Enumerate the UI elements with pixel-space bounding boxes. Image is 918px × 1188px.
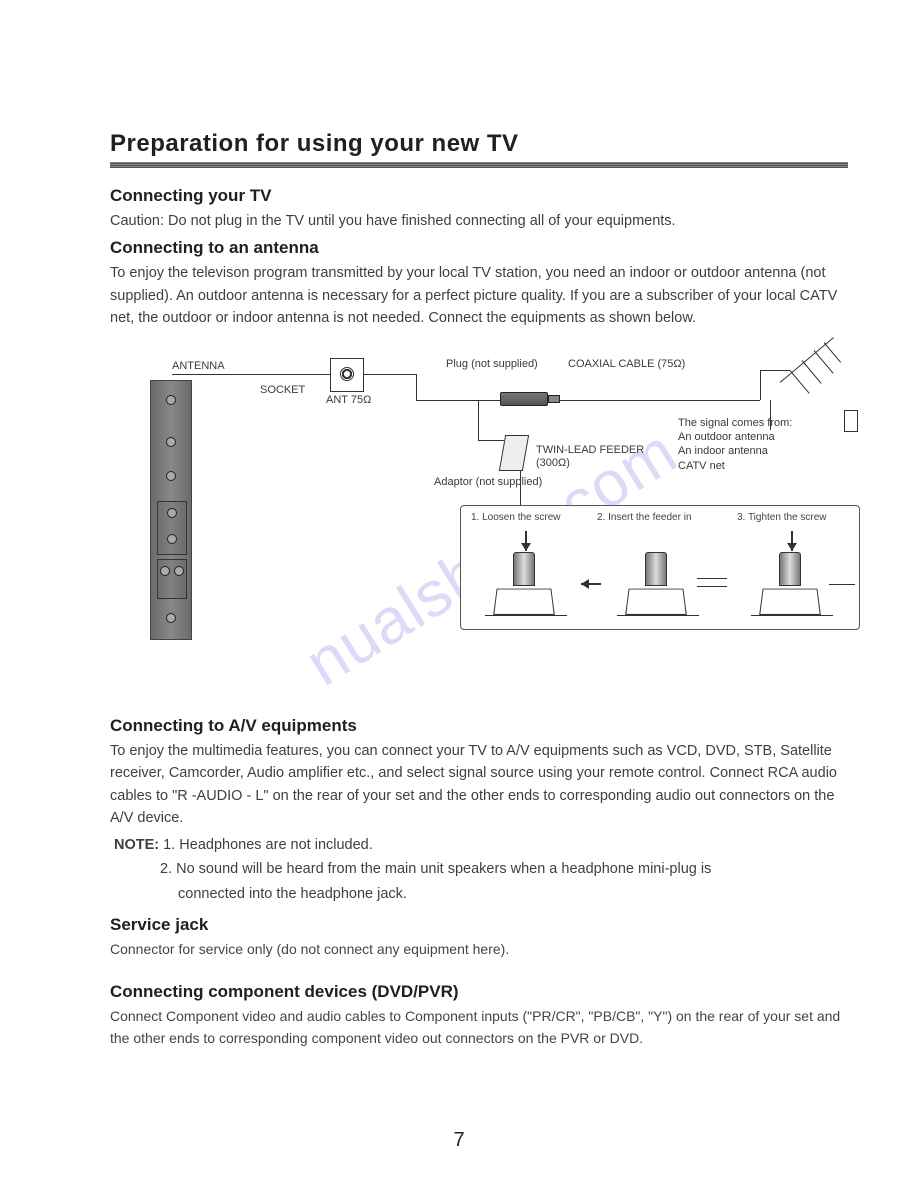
wire: [520, 471, 521, 505]
wire: [760, 370, 761, 400]
spacer: [110, 660, 848, 710]
wire: [478, 440, 504, 441]
connector-illustration: [751, 548, 833, 616]
label-twin-ohm: (300Ω): [536, 457, 646, 470]
label-signal-from: The signal comes from:: [678, 416, 792, 430]
arrow-down-icon: [786, 521, 798, 551]
feeder-wire: [697, 586, 727, 587]
wire: [478, 400, 479, 440]
note-item-1: 1. Headphones are not included.: [163, 837, 373, 853]
port-segment: [157, 501, 187, 555]
section-antenna-heading: Connecting to an antenna: [110, 238, 848, 258]
catv-house-icon: [844, 410, 858, 432]
label-step2: 2. Insert the feeder in: [597, 512, 692, 523]
note-item-2: 2. No sound will be heard from the main …: [160, 858, 848, 880]
section-service-body: Connector for service only (do not conne…: [110, 939, 848, 960]
port-segment: [157, 559, 187, 599]
heading-rule: [110, 162, 848, 168]
arrow-down-icon: [520, 521, 532, 551]
connector-base-icon: [759, 588, 821, 614]
port-icon: [166, 471, 176, 481]
plug-icon: [500, 392, 548, 406]
label-socket: SOCKET: [260, 384, 305, 397]
feeder-wire: [829, 584, 855, 585]
feeder-wire: [697, 578, 727, 579]
wire: [416, 400, 500, 401]
wire: [416, 374, 417, 400]
antenna-socket-icon: [330, 358, 364, 392]
section-av-body: To enjoy the multimedia features, you ca…: [110, 740, 848, 830]
port-icon: [160, 566, 170, 576]
signal-source-block: The signal comes from: An outdoor antenn…: [678, 416, 792, 473]
label-step3: 3. Tighten the screw: [737, 512, 827, 523]
tv-rear-panel: [150, 380, 192, 640]
wire: [172, 374, 330, 375]
label-step1: 1. Loosen the screw: [471, 512, 561, 523]
page-number: 7: [0, 1129, 918, 1152]
outdoor-antenna-icon: [780, 342, 860, 392]
port-icon: [174, 566, 184, 576]
port-icon: [167, 508, 177, 518]
label-twin-lead-block: TWIN-LEAD FEEDER (300Ω): [536, 444, 646, 470]
connector-base-icon: [493, 588, 555, 614]
label-signal-l1: An outdoor antenna: [678, 430, 792, 444]
main-heading: Preparation for using your new TV: [110, 130, 848, 158]
label-adaptor: Adaptor (not supplied): [434, 476, 542, 489]
label-twin-lead: TWIN-LEAD FEEDER: [536, 444, 646, 457]
section-component-heading: Connecting component devices (DVD/PVR): [110, 982, 848, 1002]
plug-tip-icon: [548, 395, 560, 403]
page-content: Preparation for using your new TV Connec…: [0, 0, 918, 1090]
section-service-heading: Service jack: [110, 915, 848, 935]
section-connecting-tv-heading: Connecting your TV: [110, 186, 848, 206]
adaptor-icon: [499, 435, 529, 471]
note-block: NOTE: 1. Headphones are not included. 2.…: [110, 834, 848, 905]
note-label: NOTE:: [114, 837, 159, 853]
connector-base-icon: [625, 588, 687, 614]
connector-illustration: [617, 548, 699, 616]
wire: [364, 374, 416, 375]
label-antenna: ANTENNA: [172, 360, 225, 373]
socket-hole-icon: [340, 367, 354, 381]
port-icon: [166, 613, 176, 623]
antenna-diagram: ANTENNA SOCKET ANT 75Ω Plug (not s: [130, 340, 870, 650]
arrow-left-icon: [581, 578, 611, 590]
label-signal-l2: An indoor antenna: [678, 444, 792, 458]
section-av-heading: Connecting to A/V equipments: [110, 716, 848, 736]
note-item-2-cont: connected into the headphone jack.: [178, 883, 848, 905]
section-component-body: Connect Component video and audio cables…: [110, 1006, 848, 1049]
connector-cylinder-icon: [779, 552, 801, 586]
port-icon: [166, 395, 176, 405]
connector-cylinder-icon: [513, 552, 535, 586]
port-icon: [166, 437, 176, 447]
connector-illustration: [485, 548, 567, 616]
label-signal-l3: CATV net: [678, 459, 792, 473]
port-icon: [167, 534, 177, 544]
label-coax: COAXIAL CABLE (75Ω): [568, 358, 685, 371]
steps-box: 1. Loosen the screw 2. Insert the feeder…: [460, 505, 860, 630]
label-plug: Plug (not supplied): [446, 358, 538, 371]
label-ant75: ANT 75Ω: [326, 394, 371, 407]
section-connecting-tv-body: Caution: Do not plug in the TV until you…: [110, 210, 848, 232]
wire: [560, 400, 760, 401]
section-antenna-body: To enjoy the televison program transmitt…: [110, 262, 848, 329]
connector-cylinder-icon: [645, 552, 667, 586]
